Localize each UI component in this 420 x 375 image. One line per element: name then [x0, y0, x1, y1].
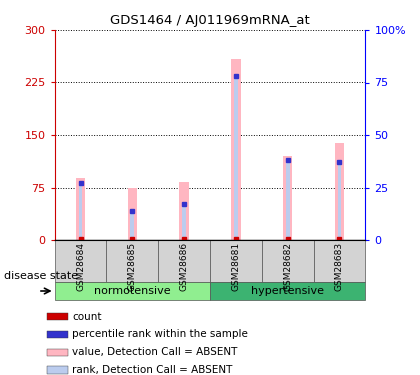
Bar	[231, 59, 241, 240]
Bar	[55, 282, 210, 300]
Bar	[335, 143, 344, 240]
Text: normotensive: normotensive	[94, 286, 171, 296]
Bar	[234, 76, 238, 240]
Text: value, Detection Call = ABSENT: value, Detection Call = ABSENT	[72, 347, 237, 357]
Text: GSM28685: GSM28685	[128, 242, 137, 291]
Bar	[314, 240, 365, 282]
Text: percentile rank within the sample: percentile rank within the sample	[72, 329, 248, 339]
Bar	[47, 331, 68, 338]
Bar	[106, 240, 158, 282]
Bar	[338, 162, 341, 240]
Bar	[286, 160, 289, 240]
Bar	[47, 366, 68, 374]
Bar	[47, 313, 68, 320]
Bar	[210, 240, 262, 282]
Text: count: count	[72, 312, 102, 322]
Title: GDS1464 / AJ011969mRNA_at: GDS1464 / AJ011969mRNA_at	[110, 15, 310, 27]
Text: GSM28682: GSM28682	[283, 242, 292, 291]
Text: disease state: disease state	[4, 271, 78, 280]
Bar	[128, 188, 137, 240]
Text: GSM28683: GSM28683	[335, 242, 344, 291]
Bar	[158, 240, 210, 282]
Bar	[179, 182, 189, 240]
Text: GSM28681: GSM28681	[231, 242, 240, 291]
Text: GSM28684: GSM28684	[76, 242, 85, 291]
Bar	[182, 204, 186, 240]
Bar	[76, 178, 85, 240]
Bar	[283, 156, 292, 240]
Bar	[262, 240, 314, 282]
Bar	[47, 349, 68, 356]
Bar	[79, 183, 82, 240]
Text: GSM28686: GSM28686	[180, 242, 189, 291]
Text: rank, Detection Call = ABSENT: rank, Detection Call = ABSENT	[72, 365, 232, 375]
Text: hypertensive: hypertensive	[251, 286, 324, 296]
Bar	[210, 282, 365, 300]
Bar	[131, 211, 134, 240]
Bar	[55, 240, 106, 282]
